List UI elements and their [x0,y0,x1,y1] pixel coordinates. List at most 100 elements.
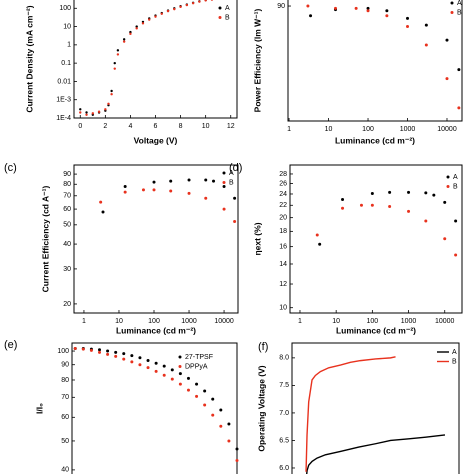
y-tick-label: 50 [63,222,71,229]
data-point [85,113,88,116]
x-tick-label: 0 [78,123,82,130]
legend-swatch [222,171,226,175]
y-tick-label: 26 [279,180,287,187]
data-point [424,191,428,195]
data-point [186,388,190,392]
y-axis-label: Power Efficiency (lm W⁻¹) [252,8,262,112]
data-point [203,389,207,393]
data-point [154,369,158,373]
legend-swatch [450,1,454,5]
data-point [219,424,223,428]
panel-label: (c) [4,162,17,174]
legend-label: A [453,174,458,181]
data-point [113,61,116,65]
data-point [454,219,458,223]
data-point [457,106,461,110]
data-point [110,93,113,96]
data-point [187,178,191,182]
panel-label: (d) [229,162,242,174]
x-tick-label: 6 [154,123,158,130]
legend-swatch [222,181,226,184]
data-point [388,190,392,194]
y-tick-label: 70 [61,394,69,401]
data-point [85,111,88,114]
x-tick-label: 4 [128,123,132,130]
data-point [81,347,85,351]
series-line [305,356,396,472]
x-tick-label: 12 [227,123,235,130]
y-tick-label: 90 [277,3,285,10]
data-point [211,397,215,401]
x-tick-label: 10 [325,126,333,133]
data-point [424,219,428,223]
data-point [406,25,410,29]
legend-label: B [229,179,234,186]
legend-swatch [218,6,222,10]
data-point [152,188,156,192]
data-point [341,206,345,210]
y-tick-label: 6.0 [279,465,289,472]
data-point [211,413,215,417]
y-tick-label: 10 [63,23,71,30]
data-point [318,242,322,246]
legend-swatch [218,16,222,19]
legend-label: A [457,0,462,7]
data-point [114,350,118,354]
y-tick-label: 14 [279,261,287,268]
legend-label: 27-TPSF [185,354,213,361]
plot-frame [291,342,460,474]
legend-swatch [178,365,182,368]
y-tick-label: 90 [61,362,69,369]
panel-label: (f) [258,341,268,353]
x-axis-label: Voltage (V) [134,135,178,145]
data-point [185,3,189,7]
data-point [79,108,82,111]
legend-label: A [229,170,234,177]
data-point [385,9,389,13]
data-point [106,352,110,356]
legend-label: A [452,349,457,356]
y-tick-label: 1E-3 [56,97,71,104]
data-point [148,18,151,21]
data-point [222,207,226,211]
data-point [227,439,231,443]
data-point [141,22,145,25]
legend-swatch [446,185,450,188]
plot-frame [287,0,463,122]
data-point [91,112,95,115]
legend-swatch [450,11,454,14]
y-tick-label: 20 [63,301,71,308]
data-point [169,189,173,193]
data-point [359,203,363,207]
x-axis-label: Luminance (cd m⁻²) [336,325,416,335]
y-tick-label: 40 [63,241,71,248]
data-point [146,366,150,370]
series-line [306,434,446,474]
data-point [191,1,195,5]
data-point [233,196,237,200]
legend-label: B [225,14,230,21]
y-tick-label: 40 [61,467,69,474]
data-point [385,14,389,18]
data-point [219,408,223,412]
data-point [114,354,118,358]
data-point [129,30,132,34]
data-point [123,190,127,194]
data-point [341,198,345,202]
data-point [98,350,101,354]
data-point [354,6,358,10]
data-point [166,9,170,13]
data-point [309,14,313,18]
data-point [178,372,182,376]
data-point [306,4,310,8]
data-point [98,348,101,352]
y-tick-label: 28 [279,171,287,178]
x-tick-label: 10 [332,318,340,325]
x-tick-label: 10000 [214,318,234,325]
data-point [407,209,411,213]
data-point [424,23,428,27]
data-point [130,360,134,364]
y-tick-label: 8.0 [279,355,289,362]
data-point [443,237,447,241]
y-tick-label: 100 [59,5,71,12]
